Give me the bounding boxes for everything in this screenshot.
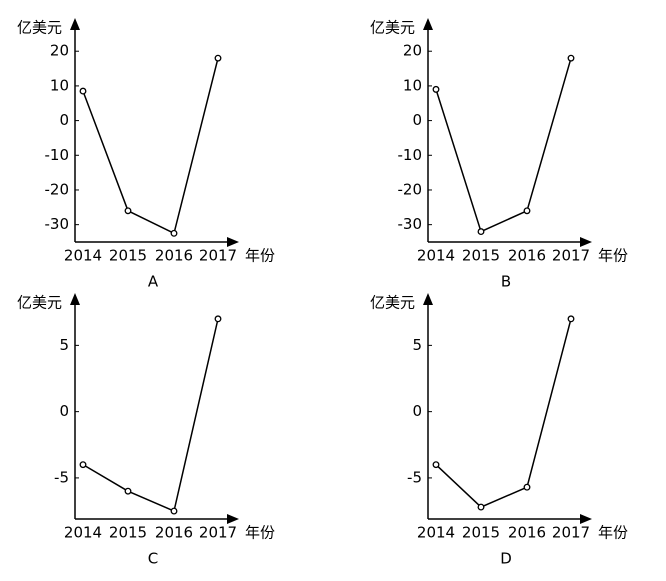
x-tick-label: 2017 <box>552 524 590 542</box>
y-axis-label: 亿美元 <box>370 294 415 312</box>
x-axis-arrow <box>580 514 592 524</box>
y-axis-arrow <box>423 18 433 30</box>
y-tick-label: -20 <box>45 180 70 198</box>
x-axis-arrow <box>227 237 239 247</box>
y-tick-label: 0 <box>59 402 69 420</box>
x-axis-label: 年份 <box>245 524 275 542</box>
x-tick-label: 2016 <box>508 247 546 265</box>
y-axis-label: 亿美元 <box>370 19 415 37</box>
x-axis-label: 年份 <box>598 524 628 542</box>
y-tick-label: -5 <box>407 468 422 486</box>
x-tick-label: 2016 <box>155 247 193 265</box>
point <box>214 315 222 323</box>
x-tick-label: 2015 <box>109 524 147 542</box>
y-tick-label: 5 <box>412 336 422 354</box>
x-tick-label: 2017 <box>199 247 237 265</box>
line <box>82 318 219 513</box>
y-tick-label: 10 <box>50 76 69 94</box>
point <box>567 54 575 62</box>
x-tick-label: 2014 <box>417 524 455 542</box>
y-axis-label: 亿美元 <box>17 294 62 312</box>
x-tick-label: 2016 <box>508 524 546 542</box>
y-tick-label: -30 <box>398 215 423 233</box>
point <box>124 487 132 495</box>
y-axis-arrow <box>423 293 433 305</box>
y-axis-arrow <box>70 18 80 30</box>
x-tick-label: 2014 <box>64 524 102 542</box>
y-tick-label: -10 <box>45 146 70 164</box>
y-tick-label: 20 <box>50 42 69 60</box>
point <box>79 87 87 95</box>
x-tick-label: 2014 <box>417 247 455 265</box>
y-tick-label: 0 <box>412 402 422 420</box>
y-axis-arrow <box>70 293 80 305</box>
y-tick-label: -30 <box>45 215 70 233</box>
x-tick-label: 2014 <box>64 247 102 265</box>
point <box>523 207 531 215</box>
point <box>432 85 440 93</box>
line <box>435 57 572 233</box>
y-tick-label: -20 <box>398 180 423 198</box>
y-tick-label: -5 <box>54 468 69 486</box>
x-tick-label: 2015 <box>462 247 500 265</box>
point <box>124 207 132 215</box>
x-axis-arrow <box>227 514 239 524</box>
x-tick-label: 2017 <box>552 247 590 265</box>
y-tick-label: 0 <box>59 111 69 129</box>
x-tick-label: 2015 <box>109 247 147 265</box>
caption: B <box>501 273 511 291</box>
point <box>567 315 575 323</box>
caption: A <box>148 273 159 291</box>
point <box>477 228 485 236</box>
x-axis-label: 年份 <box>245 247 275 265</box>
point <box>523 483 531 491</box>
caption: C <box>148 550 158 568</box>
x-tick-label: 2016 <box>155 524 193 542</box>
y-tick-label: 20 <box>403 42 422 60</box>
point <box>79 461 87 469</box>
line <box>435 318 572 508</box>
x-axis-label: 年份 <box>598 247 628 265</box>
point <box>477 503 485 511</box>
caption: D <box>500 550 512 568</box>
x-tick-label: 2015 <box>462 524 500 542</box>
point <box>170 229 178 237</box>
line <box>82 57 219 235</box>
point <box>214 54 222 62</box>
x-tick-label: 2017 <box>199 524 237 542</box>
point <box>170 507 178 515</box>
y-axis-label: 亿美元 <box>17 19 62 37</box>
y-tick-label: -10 <box>398 146 423 164</box>
y-tick-label: 0 <box>412 111 422 129</box>
y-tick-label: 5 <box>59 336 69 354</box>
y-tick-label: 10 <box>403 76 422 94</box>
point <box>432 461 440 469</box>
x-axis-arrow <box>580 237 592 247</box>
